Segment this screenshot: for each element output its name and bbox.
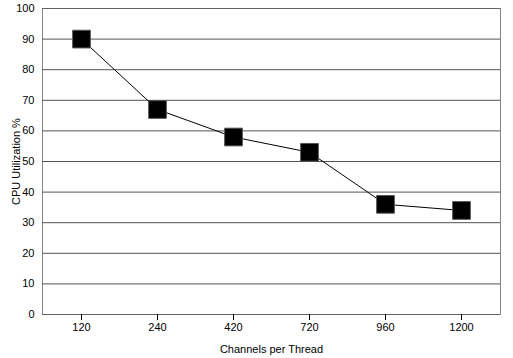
- svg-text:90: 90: [22, 33, 34, 45]
- svg-text:50: 50: [22, 155, 34, 167]
- svg-text:80: 80: [22, 63, 34, 75]
- svg-text:420: 420: [224, 321, 242, 333]
- svg-text:120: 120: [72, 321, 90, 333]
- svg-text:100: 100: [16, 2, 34, 14]
- svg-text:960: 960: [376, 321, 394, 333]
- svg-text:70: 70: [22, 94, 34, 106]
- svg-text:CPU Utilization %: CPU Utilization %: [10, 118, 22, 205]
- svg-text:Channels per Thread: Channels per Thread: [220, 343, 323, 355]
- svg-text:40: 40: [22, 186, 34, 198]
- svg-text:240: 240: [148, 321, 166, 333]
- svg-text:20: 20: [22, 247, 34, 259]
- svg-text:60: 60: [22, 124, 34, 136]
- svg-text:1200: 1200: [449, 321, 473, 333]
- svg-text:10: 10: [22, 277, 34, 289]
- svg-text:720: 720: [300, 321, 318, 333]
- svg-text:0: 0: [28, 308, 34, 320]
- svg-text:30: 30: [22, 216, 34, 228]
